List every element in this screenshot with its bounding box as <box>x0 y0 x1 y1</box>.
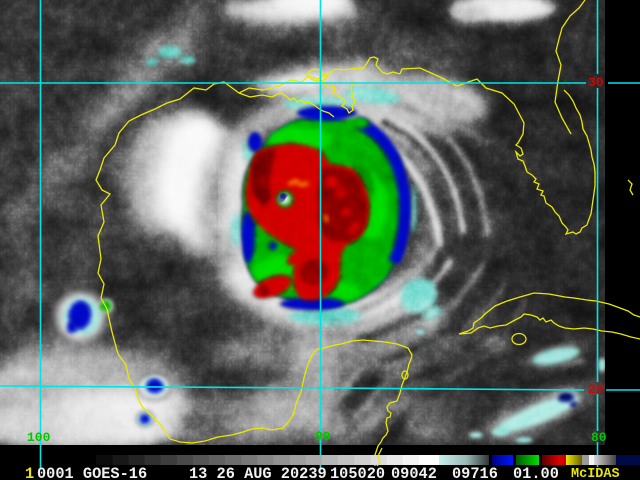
svg-text:100: 100 <box>27 430 51 445</box>
svg-text:90: 90 <box>315 429 331 444</box>
svg-text:30: 30 <box>588 75 604 90</box>
svg-text:McIDAS: McIDAS <box>571 467 620 480</box>
svg-text:09042: 09042 <box>391 465 437 480</box>
svg-text:80: 80 <box>591 430 607 445</box>
svg-text:20: 20 <box>588 382 604 397</box>
svg-text:105020: 105020 <box>330 465 385 480</box>
svg-text:1: 1 <box>25 465 34 480</box>
svg-text:13 26 AUG 20239: 13 26 AUG 20239 <box>189 465 327 480</box>
svg-text:09716: 09716 <box>452 465 498 480</box>
svg-text:0001 GOES-16: 0001 GOES-16 <box>37 465 147 480</box>
svg-text:01.00: 01.00 <box>513 465 559 480</box>
